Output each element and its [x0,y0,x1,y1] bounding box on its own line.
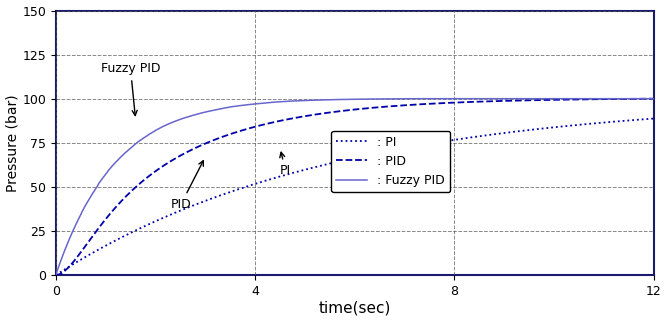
Legend: : PI, : PID, : Fuzzy PID: : PI, : PID, : Fuzzy PID [331,131,450,192]
Text: Fuzzy PID: Fuzzy PID [101,62,160,116]
X-axis label: time(sec): time(sec) [319,300,391,316]
Text: PI: PI [280,152,291,178]
Y-axis label: Pressure (bar): Pressure (bar) [5,94,19,192]
Text: PID: PID [171,161,203,211]
